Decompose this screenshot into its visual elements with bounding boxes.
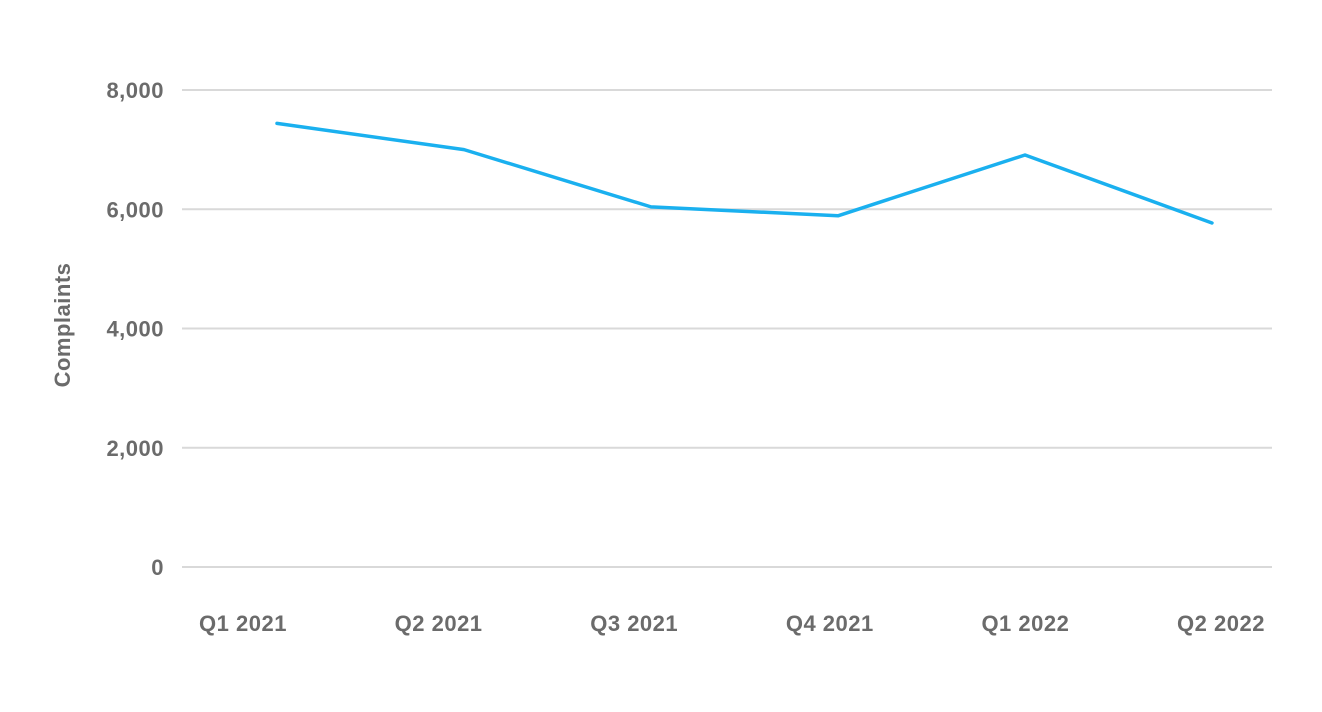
series-layer [275, 121, 1214, 225]
y-tick-label: 6,000 [106, 197, 164, 222]
x-tick-label: Q4 2021 [786, 611, 874, 636]
series-line [275, 121, 1214, 225]
y-tick-label: 8,000 [106, 78, 164, 103]
x-axis-tick-labels: Q1 2021 Q2 2021 Q3 2021 Q4 2021 Q1 2022 Q2 20… [199, 611, 1265, 636]
y-axis-title: Complaints [50, 263, 75, 388]
y-axis-tick-labels: 0 2,000 4,000 6,000 8,000 [106, 78, 164, 580]
y-tick-label: 0 [151, 555, 164, 580]
x-tick-label: Q1 2021 [199, 611, 287, 636]
gridlines [182, 89, 1272, 568]
x-tick-label: Q2 2021 [395, 611, 483, 636]
x-tick-label: Q3 2021 [590, 611, 678, 636]
x-tick-label: Q2 2022 [1177, 611, 1265, 636]
y-tick-label: 4,000 [106, 317, 164, 342]
y-tick-label: 2,000 [106, 436, 164, 461]
x-tick-label: Q1 2022 [981, 611, 1069, 636]
